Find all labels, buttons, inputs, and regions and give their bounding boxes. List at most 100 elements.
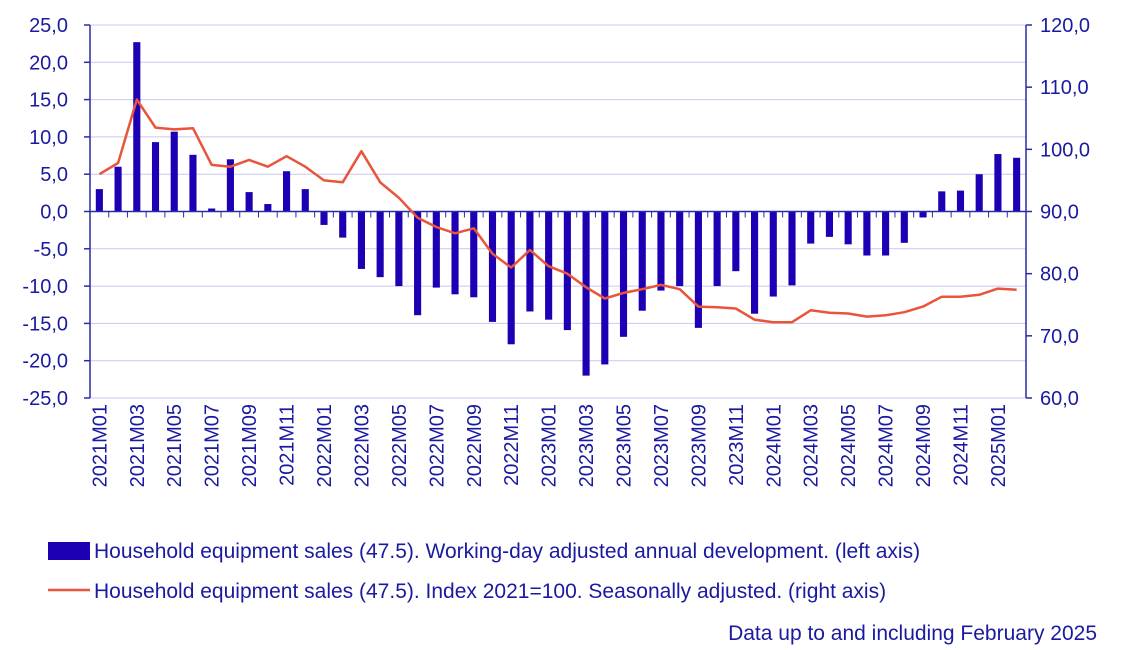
left-axis-tick-label: 0,0 (40, 202, 68, 224)
bar (825, 211, 833, 237)
data-note: Data up to and including February 2025 (728, 622, 1097, 645)
bar-series (95, 42, 1021, 376)
bar (788, 211, 796, 286)
x-axis-tick-label: 2022M11 (501, 404, 523, 486)
bar (994, 154, 1002, 212)
right-axis-tick-label: 70,0 (1040, 326, 1079, 348)
x-axis-tick-label: 2023M03 (576, 404, 598, 487)
bar (357, 211, 365, 269)
bar (189, 154, 197, 212)
left-axis-tick-labels: -25,0 -20,0 -15,0 -10,0 -5,0 0,0 5,0 10,0 15,0 20… (22, 15, 68, 410)
bar (470, 211, 478, 298)
bar (451, 211, 459, 295)
bar (956, 190, 965, 212)
bar (245, 192, 253, 212)
bar (938, 191, 946, 212)
bar (863, 211, 871, 256)
x-axis-tick-label: 2025M01 (988, 404, 1010, 487)
legend-bar-swatch (48, 542, 90, 560)
bar (339, 211, 347, 238)
x-axis-tick-label: 2023M01 (539, 404, 561, 487)
x-axis-tick-label: 2024M03 (801, 404, 823, 487)
bar (882, 211, 890, 256)
bar (582, 211, 590, 376)
bar (919, 211, 927, 218)
bar (526, 211, 534, 312)
bar (432, 211, 440, 288)
x-axis-tick-label: 2023M05 (614, 404, 636, 487)
x-axis-tick-label: 2023M11 (726, 404, 748, 486)
bar (488, 211, 497, 322)
x-axis-tick-label: 2024M07 (876, 404, 898, 487)
bar (170, 131, 178, 212)
bar (1013, 157, 1021, 212)
bar (601, 211, 609, 365)
x-axis-tick-label: 2023M09 (688, 404, 710, 487)
legend-bar-label: Household equipment sales (47.5). Workin… (94, 540, 920, 563)
left-axis-tick-label: 5,0 (40, 164, 68, 186)
bar (301, 189, 309, 212)
index-line (98, 98, 1017, 324)
bar (414, 211, 422, 316)
bar (619, 211, 628, 337)
x-axis-tick-label: 2022M05 (389, 404, 411, 487)
bar (676, 211, 684, 287)
x-axis-tick-label: 2021M01 (89, 404, 111, 487)
bar (563, 211, 571, 331)
right-axis-tick-label: 90,0 (1040, 202, 1079, 224)
x-axis-tick-label: 2024M05 (838, 404, 860, 487)
bar (151, 142, 160, 212)
bar (769, 211, 777, 297)
left-axis-tick-label: -15,0 (22, 313, 68, 335)
bar (114, 166, 122, 212)
right-axis-tick-label: 120,0 (1040, 15, 1090, 37)
right-axis-tick-labels: 60,0 70,0 80,0 90,0 100,0 110,0 120,0 (1040, 15, 1090, 410)
left-axis-tick-label: -20,0 (22, 351, 68, 373)
right-axis-tick-label: 100,0 (1040, 139, 1090, 161)
legend-line-label: Household equipment sales (47.5). Index … (94, 580, 886, 603)
bar (713, 211, 721, 287)
x-axis-tick-label: 2023M07 (651, 404, 673, 487)
x-axis-tick-label: 2021M07 (202, 404, 224, 487)
left-axis-tick-label: 20,0 (29, 52, 68, 74)
line-series (98, 98, 1017, 324)
bar (507, 211, 515, 345)
left-axis-tick-label: 10,0 (29, 127, 68, 149)
bar (844, 211, 852, 245)
x-axis-tick-label: 2024M01 (763, 404, 785, 487)
bar (208, 208, 216, 212)
left-axis-tick-label: -10,0 (22, 276, 68, 298)
x-axis-tick-label: 2022M03 (351, 404, 373, 487)
left-axis-tick-label: -5,0 (34, 239, 68, 261)
x-axis-tick-label: 2021M05 (164, 404, 186, 487)
left-axis-tick-label: 25,0 (29, 15, 68, 37)
x-axis-tick-label: 2024M09 (913, 404, 935, 487)
bar (638, 211, 646, 311)
right-axis-tick-label: 110,0 (1040, 77, 1089, 99)
bar (732, 211, 740, 272)
x-axis-tick-labels: 2021M01 2021M03 2021M05 2021M07 2021M09 2021M… (89, 404, 1010, 487)
bar (95, 189, 103, 212)
legend: Household equipment sales (47.5). Workin… (48, 540, 920, 603)
left-axis-tick-label: -25,0 (22, 388, 68, 410)
bar (807, 211, 815, 244)
bar (694, 211, 702, 328)
x-axis-tick-label: 2022M01 (314, 404, 336, 487)
x-axis-tick-label: 2021M09 (239, 404, 261, 487)
bar (133, 42, 141, 212)
bar (657, 211, 665, 291)
right-axis-tick-label: 80,0 (1040, 264, 1079, 286)
x-axis-tick-label: 2024M11 (950, 404, 972, 486)
bar (320, 211, 328, 225)
x-axis-tick-label: 2021M11 (277, 404, 299, 486)
bar (395, 211, 403, 287)
bar (283, 171, 291, 212)
bar (975, 174, 983, 212)
bar (376, 211, 384, 278)
axes (84, 24, 1032, 399)
x-axis-tick-label: 2022M09 (464, 404, 486, 487)
bar (900, 211, 908, 243)
x-axis-tick-label: 2021M03 (127, 404, 149, 487)
x-axis-tick-label: 2022M07 (426, 404, 448, 487)
